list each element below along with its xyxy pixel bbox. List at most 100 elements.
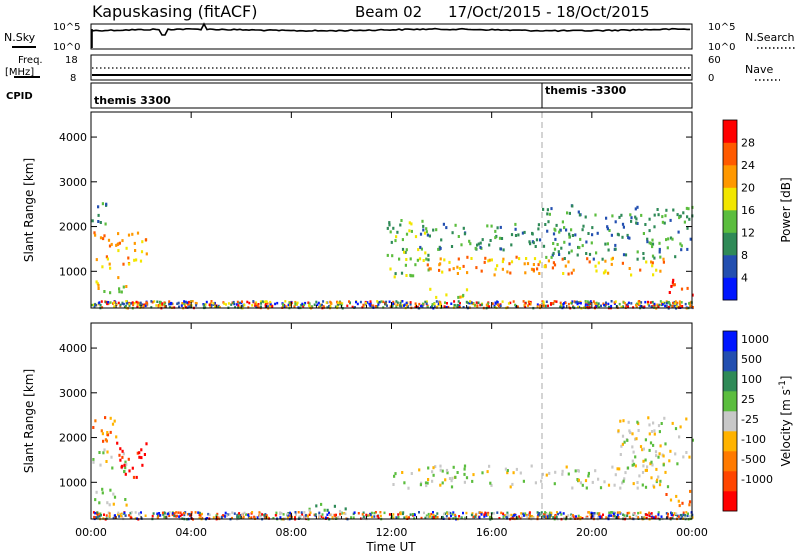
velocity-echo-cell [548, 515, 551, 518]
power-echo-cell [496, 303, 499, 306]
velocity-echo-cell [135, 475, 138, 479]
power-echo-cell [431, 303, 434, 306]
power-echo-cell [601, 257, 604, 261]
power-echo-cell [266, 305, 269, 309]
power-echo-cell [578, 246, 581, 250]
power-echo-cell [577, 305, 579, 309]
power-echo-cell [369, 301, 372, 305]
velocity-echo-cell [531, 515, 534, 518]
power-echo-cell [550, 303, 552, 306]
power-echo-cell [294, 300, 297, 304]
power-echo-cell [405, 248, 408, 252]
velocity-echo-cell [247, 515, 250, 519]
velocity-echo-cell [607, 483, 611, 487]
velocity-echo-cell [545, 473, 548, 477]
power-echo-cell [403, 250, 406, 254]
power-echo-cell [521, 231, 524, 235]
velocity-echo-cell [561, 469, 564, 473]
velocity-y-label: Slant Range [km] [22, 369, 36, 473]
power-echo-cell [661, 220, 664, 224]
velocity-echo-cell [115, 435, 118, 439]
power-echo-cell [133, 258, 136, 262]
velocity-echo-cell [650, 513, 653, 516]
velocity-echo-cell [554, 517, 557, 520]
power-echo-cell [121, 239, 124, 243]
power-echo-cell [542, 207, 545, 211]
power-echo-cell [533, 257, 537, 261]
velocity-echo-cell [602, 513, 604, 516]
velocity-colorbar-tick-label: -1000 [741, 473, 773, 486]
velocity-echo-cell [279, 511, 282, 514]
velocity-echo-cell [282, 513, 285, 516]
power-echo-cell [97, 287, 100, 290]
power-echo-cell [565, 228, 568, 232]
velocity-echo-cell [357, 512, 360, 515]
power-echo-cell [636, 205, 639, 209]
velocity-echo-cell [369, 513, 372, 517]
velocity-echo-cell [228, 513, 231, 516]
power-echo-cell [113, 301, 115, 305]
velocity-echo-cell [127, 457, 130, 461]
velocity-echo-cell [682, 513, 685, 517]
power-echo-cell [553, 300, 556, 303]
power-echo-cell [151, 301, 154, 304]
power-colorbar-tick-label: 28 [741, 137, 755, 150]
power-echo-cell [676, 305, 679, 308]
velocity-echo-cell [243, 511, 246, 515]
power-echo-cell [101, 306, 104, 309]
power-echo-cell [466, 271, 469, 275]
power-echo-cell [246, 300, 249, 304]
velocity-echo-cell [92, 511, 95, 514]
velocity-echo-cell [175, 511, 178, 514]
velocity-echo-cell [279, 516, 282, 519]
power-echo-cell [644, 223, 647, 226]
power-echo-cell [205, 300, 208, 304]
power-echo-cell [677, 230, 680, 234]
power-echo-cell [248, 301, 251, 305]
velocity-echo-cell [650, 476, 653, 480]
power-echo-cell [488, 258, 491, 262]
power-echo-cell [596, 231, 599, 235]
power-echo-cell [456, 303, 459, 307]
velocity-echo-cell [454, 516, 457, 520]
power-echo-cell [227, 302, 230, 305]
power-echo-cell [562, 303, 565, 306]
velocity-echo-cell [490, 483, 493, 487]
velocity-echo-cell [134, 511, 137, 514]
power-echo-cell [651, 300, 654, 304]
velocity-echo-cell [368, 513, 371, 517]
velocity-echo-cell [660, 422, 663, 425]
power-echo-cell [422, 224, 425, 228]
power-echo-cell [614, 247, 617, 251]
velocity-echo-cell [663, 416, 666, 420]
power-echo-cell [596, 304, 599, 308]
velocity-echo-cell [689, 489, 692, 493]
power-echo-cell [257, 303, 260, 306]
velocity-echo-cell [590, 516, 593, 519]
power-echo-cell [457, 295, 460, 299]
velocity-echo-cell [509, 485, 512, 489]
power-echo-cell [668, 291, 671, 294]
power-echo-cell [494, 301, 497, 304]
velocity-echo-cell [654, 450, 658, 454]
power-echo-cell [516, 305, 519, 308]
velocity-echo-cell [280, 511, 283, 515]
power-echo-cell [469, 300, 471, 303]
power-echo-cell [128, 304, 131, 307]
velocity-echo-cell [666, 515, 669, 518]
velocity-echo-cell [140, 456, 143, 460]
power-echo-cell [178, 305, 180, 308]
velocity-echo-cell [258, 515, 261, 518]
velocity-echo-cell [629, 431, 632, 435]
power-echo-cell [479, 245, 482, 249]
velocity-echo-cell [145, 442, 148, 446]
power-echo-cell [181, 302, 184, 305]
power-echo-cell [586, 300, 589, 303]
power-colorbar-segment [723, 277, 737, 301]
velocity-echo-cell [678, 435, 681, 439]
power-echo-cell [241, 300, 243, 303]
velocity-echo-cell [676, 462, 679, 466]
velocity-echo-cell [511, 515, 514, 518]
power-echo-cell [230, 303, 233, 306]
power-echo-cell [296, 303, 298, 306]
